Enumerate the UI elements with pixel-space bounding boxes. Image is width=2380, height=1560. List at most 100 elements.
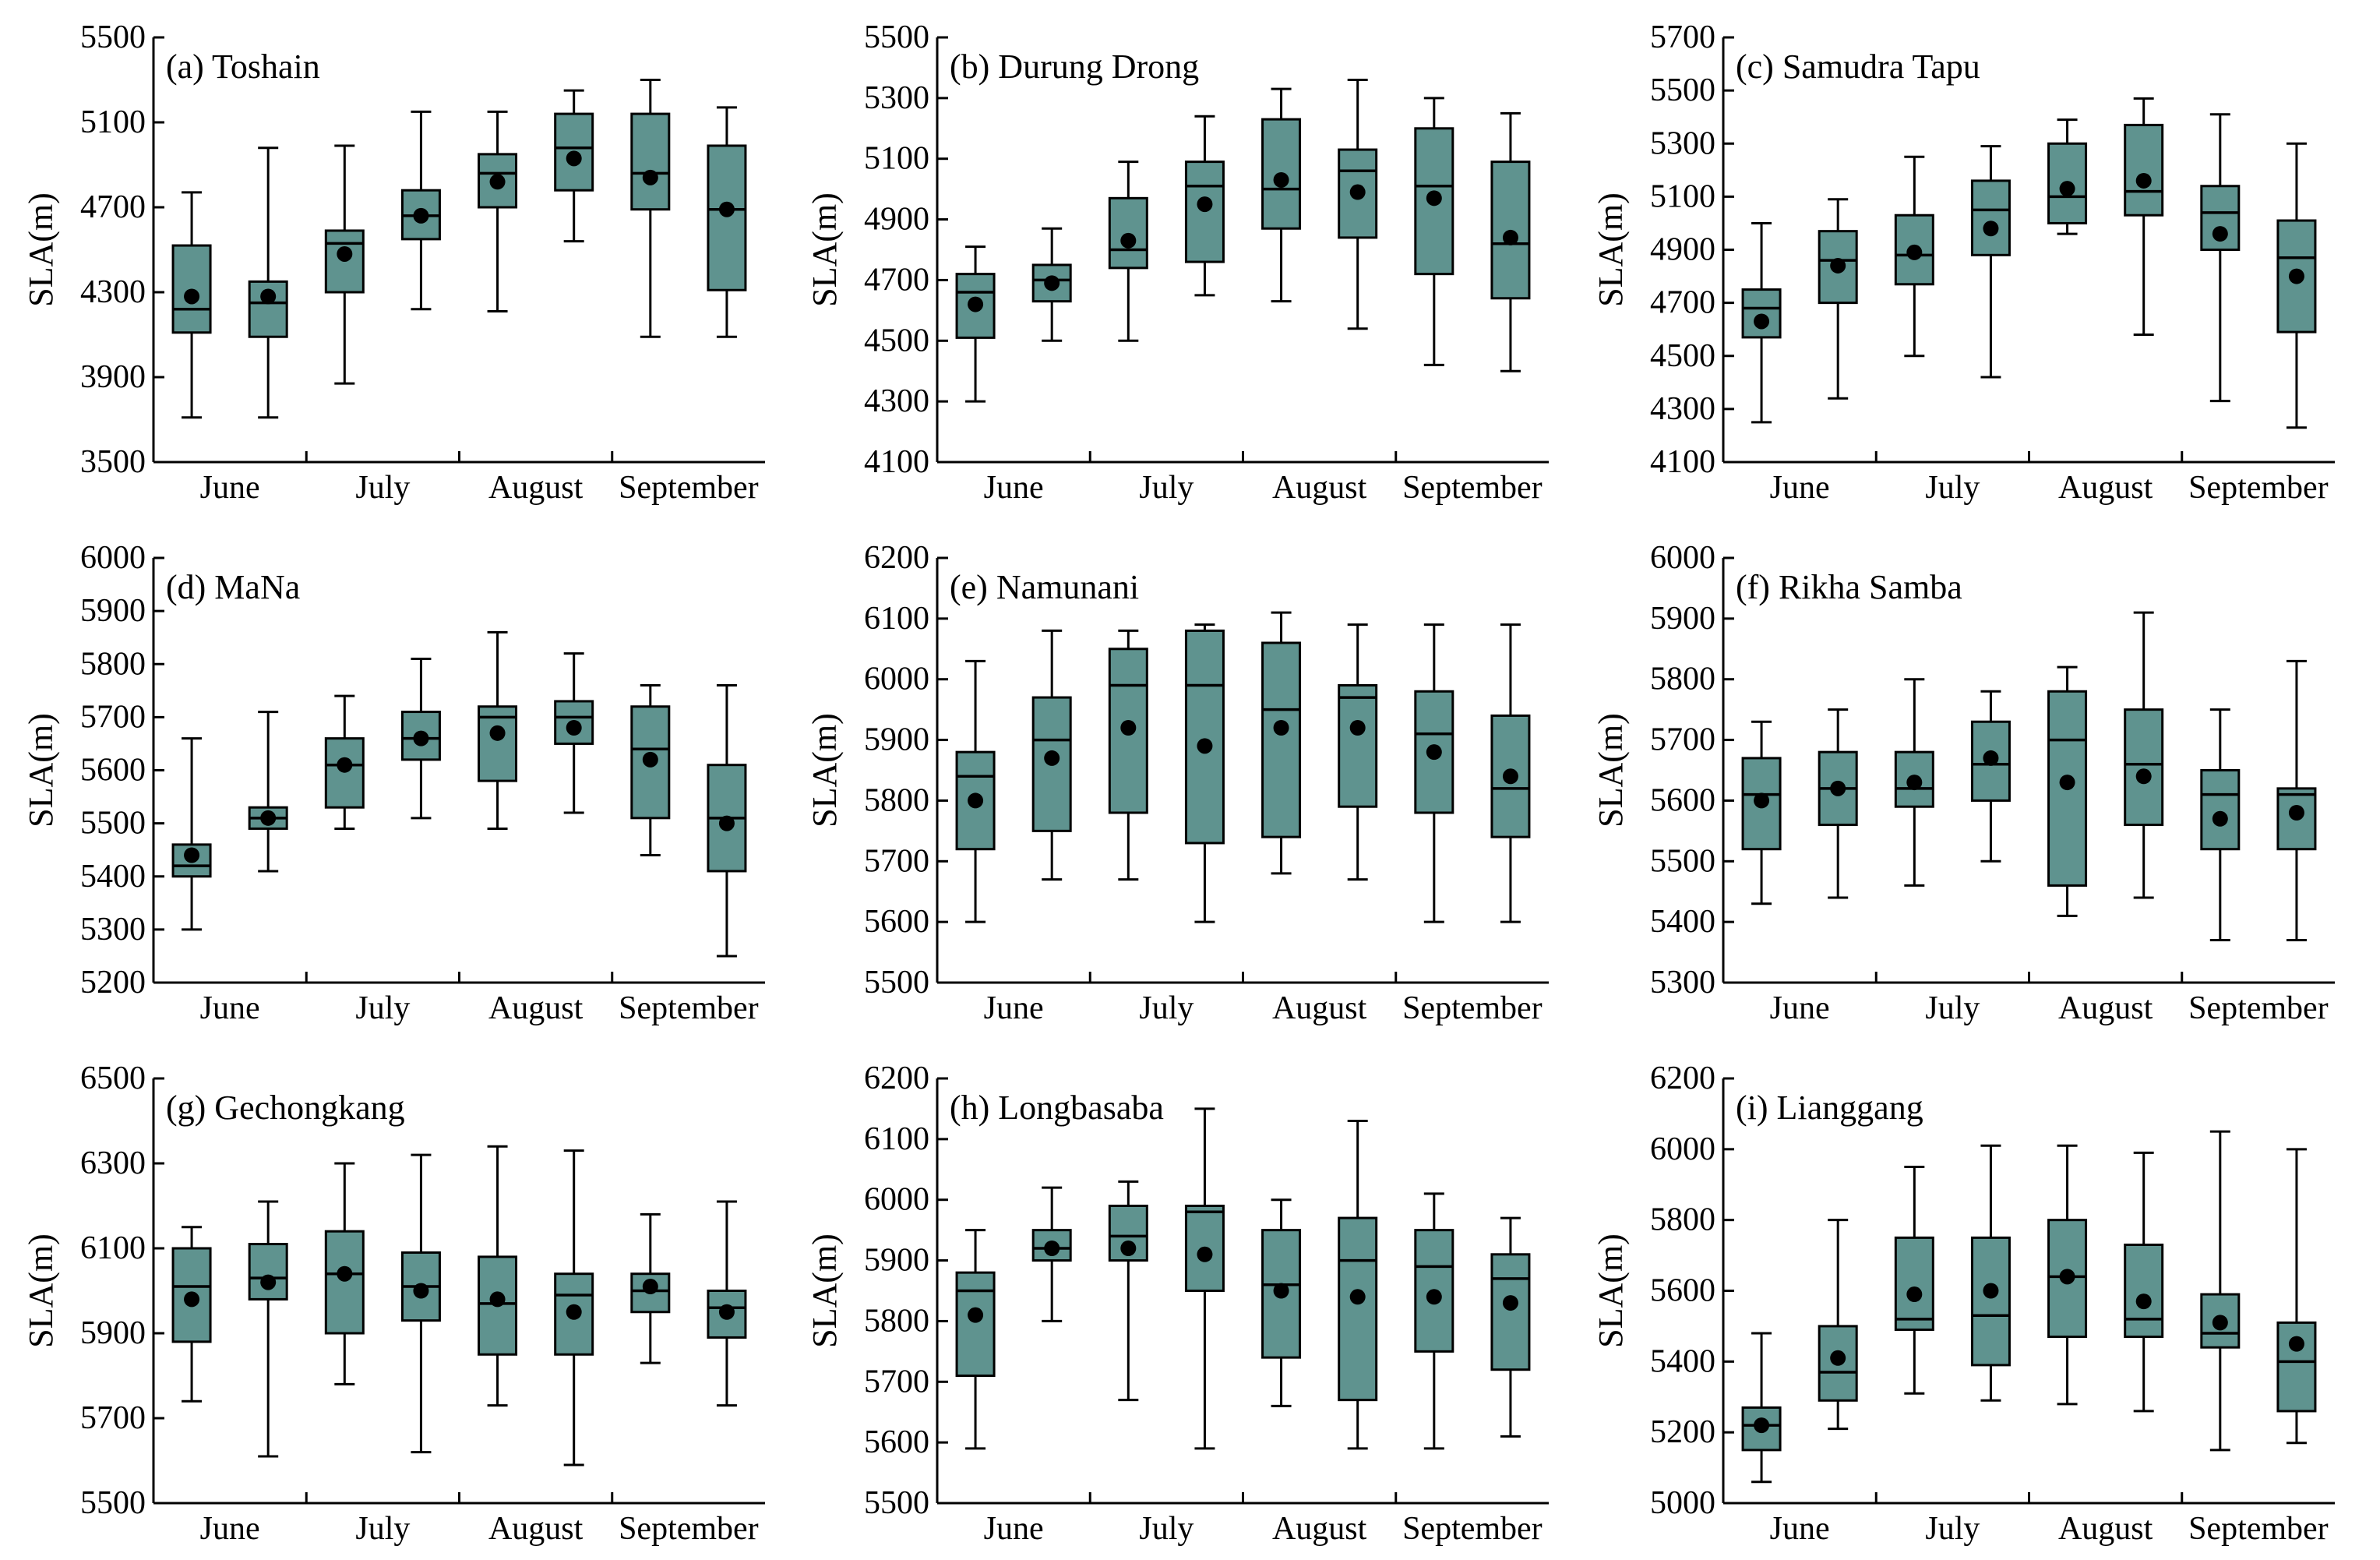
box-7 [630, 1212, 671, 1364]
box-8 [1490, 111, 1531, 372]
y-tick-label: 4700 [1650, 285, 1715, 321]
mean-marker [1906, 244, 1923, 260]
x-tick-label: July [1139, 470, 1194, 506]
x-tick-label: June [984, 470, 1044, 506]
box-6 [2124, 97, 2164, 336]
y-tick-label: 5700 [1650, 722, 1715, 758]
mean-marker [1983, 221, 1999, 237]
x-tick-label: July [1139, 1511, 1194, 1547]
x-tick-label: September [619, 1511, 759, 1547]
box-8 [1490, 623, 1531, 923]
box-7 [2200, 1130, 2241, 1452]
mean-marker [1754, 1417, 1770, 1434]
iqr-box [1261, 641, 1302, 838]
box-5 [478, 1145, 518, 1407]
iqr-box [630, 112, 671, 211]
mean-marker [1830, 780, 1846, 796]
mean-marker [337, 245, 353, 262]
x-tick-label: July [1925, 990, 1980, 1026]
y-tick-label: 5700 [80, 699, 146, 735]
box-8 [707, 684, 747, 958]
y-tick-label: 4300 [80, 274, 146, 310]
y-tick-label: 5800 [1650, 1202, 1715, 1238]
mean-marker [489, 174, 506, 190]
iqr-box [248, 1243, 288, 1301]
mean-marker [1426, 1289, 1442, 1305]
box-3 [324, 694, 365, 830]
y-tick-label: 5700 [864, 1364, 929, 1399]
mean-marker [337, 1265, 353, 1282]
y-tick-label: 5300 [864, 80, 929, 116]
mean-marker [1983, 1283, 1999, 1299]
y-tick-label: 5500 [80, 1485, 146, 1521]
panel-b: 4100 4300 4500 4700 4900 5100 5300 5500 SLA(m) Ju… [806, 19, 1549, 506]
panel-title: (d) MaNa [166, 568, 300, 606]
y-tick-label: 5500 [80, 19, 146, 55]
box-2 [1031, 629, 1072, 881]
mean-marker [2135, 1294, 2152, 1310]
box-6 [2124, 1151, 2164, 1413]
mean-marker [566, 720, 582, 736]
y-tick-label: 5300 [1650, 125, 1715, 161]
y-tick-label: 5600 [80, 753, 146, 789]
y-tick-label: 5900 [80, 1315, 146, 1351]
y-tick-label: 5600 [1650, 1273, 1715, 1309]
x-tick-label: August [2058, 1511, 2153, 1547]
x-tick-label: August [2058, 470, 2153, 506]
iqr-box [1184, 1205, 1225, 1292]
y-axis-label: SLA(m) [22, 713, 60, 828]
mean-marker [413, 1283, 429, 1299]
mean-marker [260, 1274, 277, 1290]
box-8 [2276, 659, 2317, 941]
iqr-box [324, 737, 365, 809]
box-1 [955, 245, 996, 403]
y-tick-label: 5500 [864, 19, 929, 55]
y-tick-label: 5800 [1650, 662, 1715, 697]
mean-marker [1830, 257, 1846, 274]
mean-marker [184, 1291, 200, 1308]
mean-marker [260, 810, 277, 826]
mean-marker [413, 730, 429, 746]
iqr-box [955, 1271, 996, 1377]
panel-c: 4100 4300 4500 4700 4900 5100 5300 5500 5700 SLA(… [1592, 19, 2335, 506]
y-tick-label: 5200 [80, 965, 146, 1001]
box-3 [1894, 1166, 1934, 1395]
mean-marker [1273, 720, 1289, 736]
mean-marker [1906, 1286, 1923, 1303]
y-tick-label: 6000 [864, 1182, 929, 1218]
mean-marker [1426, 190, 1442, 206]
x-tick-label: June [1770, 1511, 1830, 1547]
mean-marker [1983, 750, 1999, 766]
y-tick-label: 5700 [864, 843, 929, 879]
iqr-box [1338, 1216, 1378, 1402]
x-tick-label: September [619, 470, 759, 506]
x-tick-label: August [488, 1511, 584, 1547]
panel-title: (h) Longbasaba [950, 1089, 1164, 1127]
iqr-box [1894, 750, 1934, 808]
mean-marker [1349, 184, 1366, 200]
y-tick-label: 5700 [1650, 19, 1715, 55]
y-axis-label: SLA(m) [806, 713, 844, 828]
box-6 [1338, 623, 1378, 881]
panel-g: 5500 5700 5900 6100 6300 6500 SLA(m) June July Au… [22, 1061, 765, 1547]
iqr-box [1970, 179, 2011, 256]
y-tick-label: 6200 [864, 540, 929, 576]
iqr-box [1894, 1236, 1934, 1331]
box-7 [1414, 1192, 1454, 1450]
y-tick-label: 4500 [864, 323, 929, 358]
panel-i: 5000 5200 5400 5600 5800 6000 6200 SLA(m) June Ju… [1592, 1061, 2335, 1547]
box-1 [1741, 221, 1782, 424]
box-2 [248, 1200, 288, 1458]
y-tick-label: 6000 [1650, 1131, 1715, 1167]
mean-marker [1502, 768, 1518, 785]
box-7 [1414, 97, 1454, 366]
mean-marker [1273, 1283, 1289, 1299]
y-tick-label: 6000 [864, 662, 929, 697]
y-tick-label: 5500 [864, 1485, 929, 1521]
mean-marker [1197, 1246, 1213, 1262]
mean-marker [2288, 1336, 2304, 1352]
mean-marker [718, 815, 735, 831]
mean-marker [1349, 720, 1366, 736]
mean-marker [968, 1307, 984, 1323]
